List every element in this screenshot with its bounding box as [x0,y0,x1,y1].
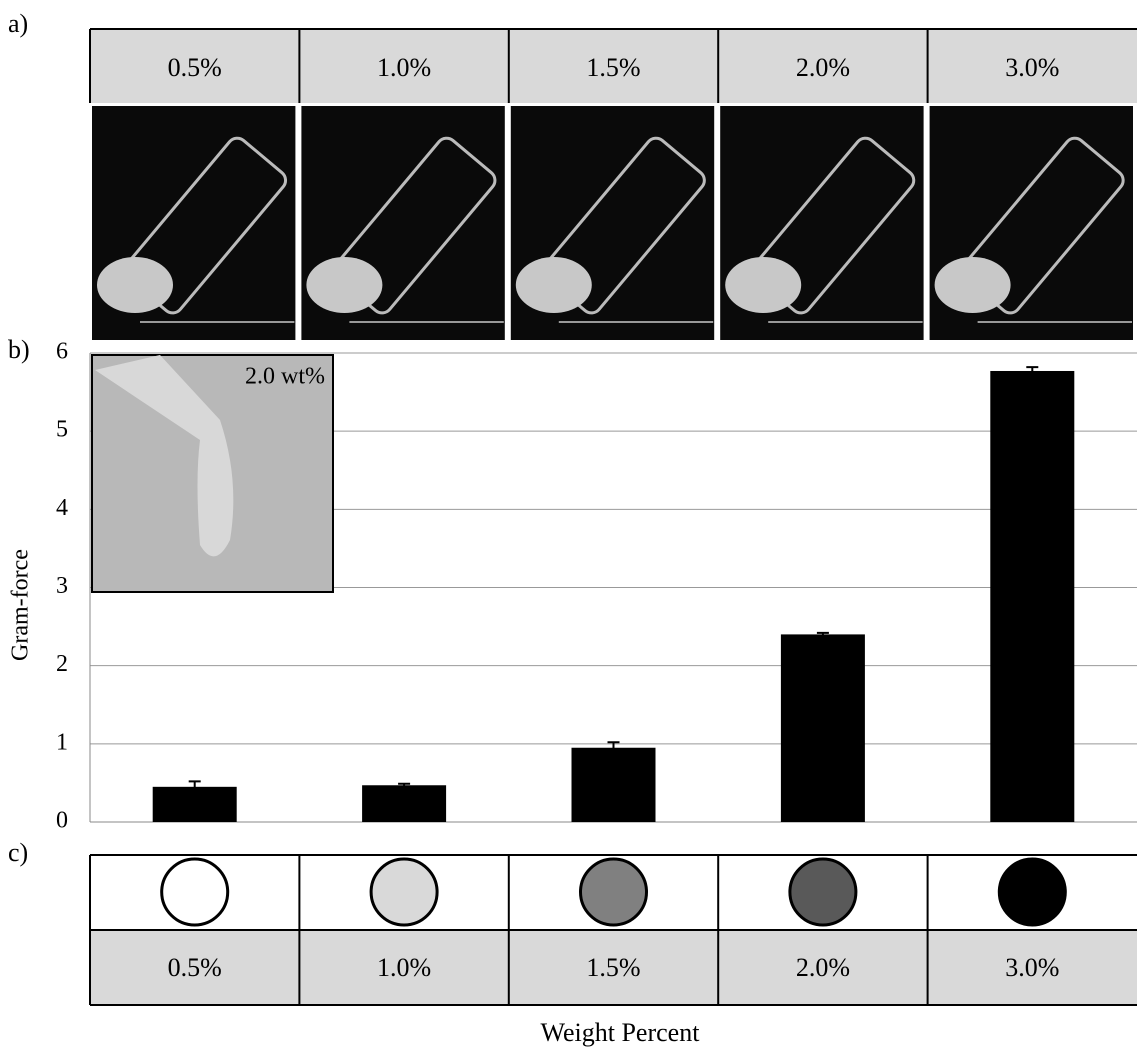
header-label: 0.5% [168,53,222,82]
label-row [90,930,1137,1005]
category-label: 2.0% [796,953,850,982]
header-label: 2.0% [796,53,850,82]
y-tick-label: 3 [56,573,68,599]
error-bar [188,780,201,793]
vial-cap [934,257,1011,313]
x-axis-label: Weight Percent [541,1018,701,1047]
header-label: 1.5% [586,53,640,82]
error-bar [1026,366,1039,375]
header-label: 1.0% [377,53,431,82]
y-tick-label: 0 [56,808,68,834]
indicator [579,857,648,927]
category-label: 3.0% [1005,953,1059,982]
y-tick-label: 2 [56,651,68,677]
inset-label: 2.0 wt% [245,364,325,390]
vial-cap [97,257,173,313]
vial-cap [515,257,592,313]
y-axis-label: Gram-force [8,549,34,661]
bar [571,747,656,822]
error-bar [816,631,829,636]
bar [990,370,1075,822]
inset-drop [95,355,234,557]
y-tick-label: 4 [56,495,68,521]
y-tick-label: 1 [56,729,68,755]
category-label: 1.0% [377,953,431,982]
bar [152,786,237,822]
error-bar [398,782,411,787]
panel-label: c) [8,838,28,867]
indicator [160,857,230,927]
vial-cap [725,257,802,313]
error-bar [607,741,620,754]
header-label: 3.0% [1005,53,1059,82]
panel-label: b) [8,335,30,364]
panel-label: a) [8,9,28,38]
indicator [997,857,1067,927]
vial-cap [306,257,383,313]
indicator [788,857,858,927]
category-label: 0.5% [168,953,222,982]
y-tick-label: 5 [56,417,68,443]
y-tick-label: 6 [56,339,68,365]
bar [780,634,865,822]
bar [362,785,447,822]
header-row [90,29,1137,103]
indicator [369,857,439,927]
category-label: 1.5% [586,953,640,982]
